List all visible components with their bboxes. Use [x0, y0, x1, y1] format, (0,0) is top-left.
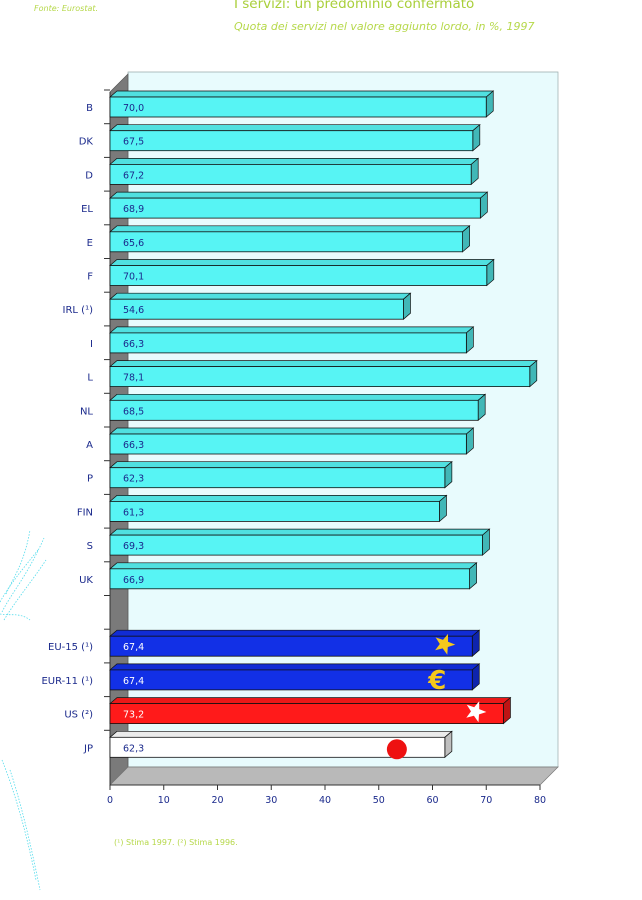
bar-value-label: 67,5 — [123, 137, 144, 148]
bar — [109, 736, 446, 758]
bar — [109, 265, 488, 286]
euro-sign-icon: € — [427, 666, 446, 696]
bar-top-face — [109, 663, 481, 671]
bar — [109, 130, 474, 152]
bar — [109, 467, 446, 489]
bar — [109, 231, 464, 253]
bar-top-face — [109, 158, 480, 165]
category-label: I — [90, 339, 93, 350]
bar-value-label: 67,2 — [123, 170, 144, 181]
chart-title: I servizi: un predominio confermato — [234, 0, 475, 12]
bar — [109, 163, 472, 185]
bar — [109, 433, 467, 455]
bar-top-face — [109, 326, 475, 334]
bar-value-label: 61,3 — [123, 507, 144, 518]
category-label: S — [87, 541, 93, 552]
bar-value-label: 73,2 — [123, 710, 144, 721]
category-label: L — [87, 373, 93, 384]
gold-star-icon — [435, 633, 456, 655]
bar-value-label: 67,4 — [123, 676, 144, 687]
bar-value-label: 68,5 — [123, 406, 144, 417]
bar-value-label: 70,1 — [123, 272, 144, 283]
bar — [109, 96, 487, 118]
bar-value-label: 66,3 — [123, 339, 144, 350]
bar-value-label: 70,0 — [123, 103, 144, 114]
category-label: F — [87, 272, 93, 283]
category-label: EUR-11 (¹) — [41, 676, 93, 687]
bar — [109, 534, 483, 556]
bar-top-face — [109, 562, 478, 570]
bar-top-face — [109, 528, 491, 536]
bar-value-label: 65,6 — [123, 238, 144, 249]
chart-subtitle: Quota dei servizi nel valore aggiunto lo… — [234, 20, 535, 33]
bar — [109, 366, 531, 388]
x-tick-label: 0 — [107, 795, 113, 806]
category-label: JP — [83, 743, 93, 754]
category-label: B — [86, 103, 93, 114]
white-star-icon — [466, 701, 487, 723]
x-tick-label: 10 — [158, 795, 170, 806]
category-label: IRL (¹) — [63, 305, 94, 316]
category-label: DK — [79, 137, 94, 148]
source-note: Fonte: Eurostat. — [34, 4, 99, 13]
bar-top-face — [109, 90, 495, 98]
bar — [109, 635, 473, 657]
plot-floor — [109, 766, 559, 786]
bar-value-label: 54,6 — [123, 305, 144, 316]
footnote: (¹) Stima 1997. (²) Stima 1996. — [114, 838, 238, 847]
x-tick-label: 50 — [373, 795, 385, 806]
bar-top-face — [109, 495, 448, 502]
bar-top-face — [109, 697, 512, 704]
bar-top-face — [109, 629, 481, 637]
bar-top-face — [109, 427, 475, 435]
bar-top-face — [109, 225, 471, 233]
bar — [109, 568, 470, 590]
bar-value-label: 66,3 — [123, 440, 144, 451]
bar-value-label: 62,3 — [123, 743, 144, 754]
category-label: NL — [80, 406, 93, 417]
bar-top-face — [109, 259, 495, 266]
bar-value-label: 68,9 — [123, 204, 144, 215]
bar-value-label: 69,3 — [123, 541, 144, 552]
bar — [109, 298, 404, 320]
category-label: A — [86, 440, 93, 451]
bar — [109, 399, 479, 421]
category-label: EU-15 (¹) — [48, 642, 93, 653]
category-label: FIN — [77, 507, 93, 518]
category-label: US (²) — [64, 710, 93, 721]
x-tick-label: 60 — [426, 795, 438, 806]
bar — [109, 669, 473, 691]
bar-top-face — [109, 360, 538, 367]
bar — [109, 332, 467, 354]
category-label: UK — [79, 575, 93, 586]
category-label: P — [87, 474, 93, 485]
bar-value-label: 67,4 — [123, 642, 144, 653]
x-tick-label: 20 — [211, 795, 223, 806]
x-tick-label: 40 — [319, 795, 331, 806]
bar-top-face — [109, 124, 481, 132]
x-tick-label: 70 — [480, 795, 492, 806]
category-label: D — [85, 170, 93, 181]
bar-top-face — [109, 393, 487, 401]
bar-top-face — [109, 292, 412, 300]
bar — [109, 197, 481, 219]
bar — [109, 500, 440, 522]
bar-value-label: 66,9 — [123, 575, 144, 586]
bar-value-label: 78,1 — [123, 373, 144, 384]
category-label: EL — [81, 204, 93, 215]
bar-top-face — [109, 191, 489, 199]
x-tick-label: 80 — [534, 795, 546, 806]
x-tick-label: 30 — [265, 795, 277, 806]
red-disc-icon — [386, 739, 407, 760]
bar-value-label: 62,3 — [123, 474, 144, 485]
bar-top-face — [109, 461, 453, 469]
bar — [109, 703, 504, 724]
category-label: E — [87, 238, 93, 249]
decorative-swirl — [0, 529, 47, 891]
bar-top-face — [109, 730, 453, 738]
